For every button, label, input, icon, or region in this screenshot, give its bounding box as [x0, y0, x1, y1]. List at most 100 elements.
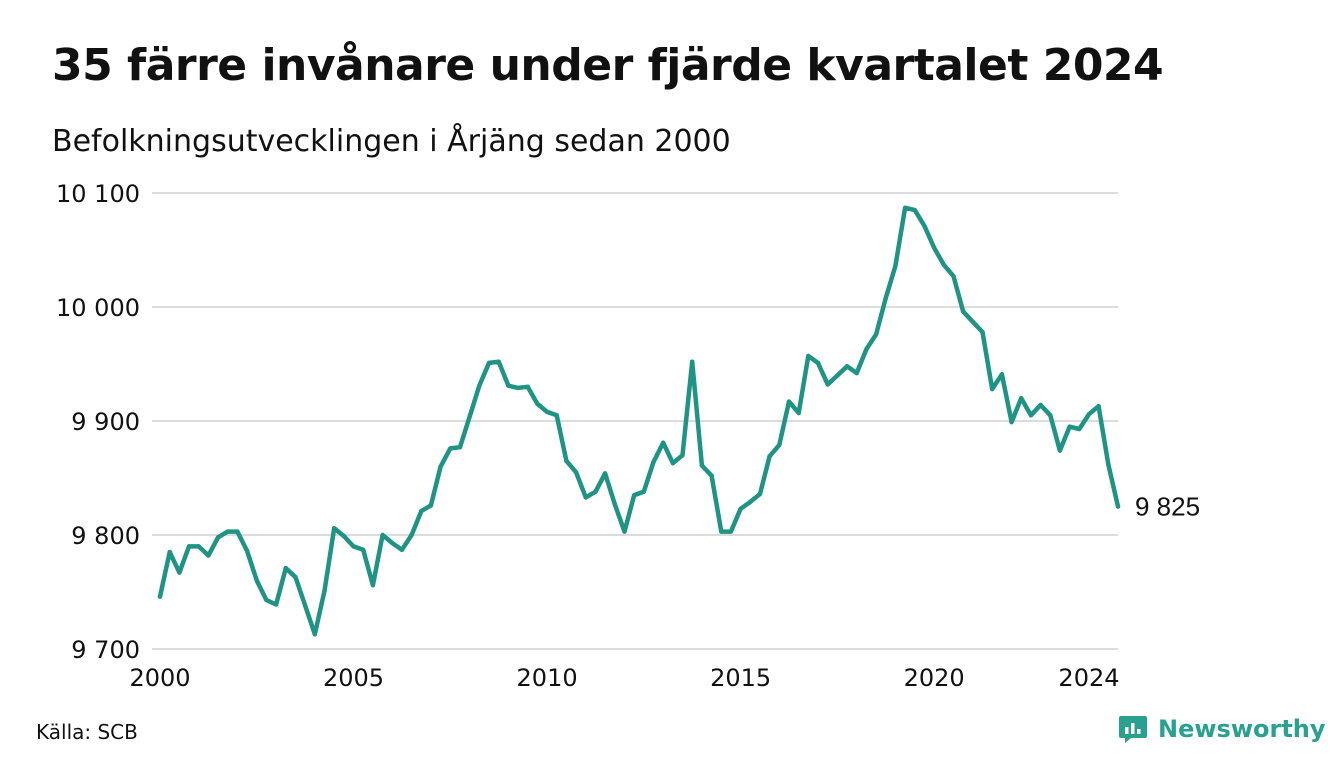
data-point — [922, 223, 927, 229]
data-point — [844, 364, 850, 369]
data-point — [186, 544, 192, 549]
data-point — [767, 454, 772, 459]
data-point — [680, 453, 685, 458]
data-point — [902, 205, 908, 210]
data-point — [719, 529, 724, 534]
chart-title: 35 färre invånare under fjärde kvartalet… — [52, 40, 1164, 91]
data-point — [457, 445, 463, 450]
data-point — [980, 329, 985, 335]
data-point — [1057, 448, 1063, 453]
data-point — [893, 263, 898, 269]
data-point — [864, 347, 869, 352]
data-point — [1086, 412, 1092, 417]
x-tick-label: 2000 — [129, 664, 190, 692]
data-point — [303, 603, 308, 608]
data-point — [825, 382, 830, 387]
data-point — [641, 489, 646, 494]
data-point — [1028, 413, 1034, 418]
y-tick-label: 10 000 — [56, 294, 140, 322]
data-point — [554, 413, 559, 418]
brand-name: Newsworthy — [1158, 715, 1326, 743]
data-point — [612, 502, 617, 507]
data-point — [970, 319, 975, 324]
data-point — [622, 529, 627, 534]
data-point — [370, 583, 376, 588]
data-point — [806, 353, 811, 359]
data-point — [225, 529, 230, 534]
y-tick-label: 9 700 — [71, 636, 140, 664]
data-point — [341, 533, 347, 539]
data-point — [254, 578, 259, 583]
data-point — [1009, 419, 1014, 425]
data-point — [419, 508, 424, 514]
data-point — [999, 372, 1005, 377]
data-point — [283, 565, 288, 571]
data-point — [428, 503, 434, 508]
data-points — [157, 205, 1121, 637]
y-tick-label: 9 800 — [71, 522, 140, 550]
data-point — [380, 532, 385, 538]
data-point — [244, 548, 250, 554]
newsworthy-logo-icon — [1119, 716, 1147, 743]
x-axis-ticks: 2000 2005 2010 2015 2020 2024 — [129, 664, 1119, 692]
data-point — [651, 459, 656, 465]
data-point — [738, 506, 743, 511]
data-point — [602, 471, 608, 476]
data-point — [709, 473, 714, 478]
data-point — [312, 632, 317, 637]
y-tick-label: 9 900 — [71, 408, 140, 436]
data-point — [438, 464, 443, 469]
data-point — [583, 495, 588, 500]
data-point — [390, 540, 395, 546]
data-point — [196, 544, 201, 549]
data-point — [699, 463, 705, 468]
data-point — [796, 410, 801, 416]
chart-subtitle: Befolkningsutvecklingen i Årjäng sedan 2… — [52, 124, 731, 159]
data-point — [912, 207, 917, 213]
y-axis-ticks: 9 700 9 800 9 900 10 000 10 100 — [56, 180, 140, 664]
data-point — [409, 532, 414, 538]
data-point — [1106, 462, 1111, 467]
data-point — [777, 442, 782, 448]
data-point — [535, 401, 540, 407]
data-point — [332, 526, 337, 531]
data-point — [748, 499, 753, 505]
data-point — [235, 529, 240, 534]
data-point — [573, 470, 579, 475]
data-point — [477, 383, 482, 388]
x-tick-label: 2010 — [517, 664, 578, 692]
data-point — [1048, 413, 1053, 418]
data-point — [525, 384, 530, 389]
data-point — [670, 461, 676, 466]
data-point — [883, 295, 888, 301]
data-point — [486, 360, 492, 366]
data-point — [632, 492, 637, 498]
data-point — [206, 553, 211, 558]
data-point — [467, 414, 472, 419]
brand-logo[interactable]: Newsworthy — [1118, 714, 1326, 744]
data-point — [815, 360, 821, 366]
x-tick-label: 2020 — [904, 664, 965, 692]
data-point — [690, 359, 695, 364]
data-point — [835, 373, 840, 378]
data-point — [1038, 402, 1043, 408]
data-point — [593, 489, 598, 494]
data-point — [496, 359, 501, 364]
data-point — [1077, 426, 1082, 432]
data-point — [167, 549, 172, 555]
data-point — [564, 458, 569, 464]
data-point — [786, 399, 792, 404]
data-point — [1067, 424, 1072, 429]
data-point — [361, 547, 366, 552]
data-point — [322, 588, 327, 594]
x-tick-label: 2015 — [710, 664, 771, 692]
data-point — [990, 386, 995, 392]
data-point — [661, 440, 666, 445]
data-point — [515, 385, 521, 391]
end-value-label: 9 825 — [1135, 492, 1200, 522]
line-chart: 9 700 9 800 9 900 10 000 10 100 2000 2005 2010… — [56, 180, 1200, 692]
data-point — [506, 383, 511, 388]
data-point — [157, 594, 163, 599]
data-point — [1096, 404, 1101, 409]
data-point — [961, 309, 966, 314]
